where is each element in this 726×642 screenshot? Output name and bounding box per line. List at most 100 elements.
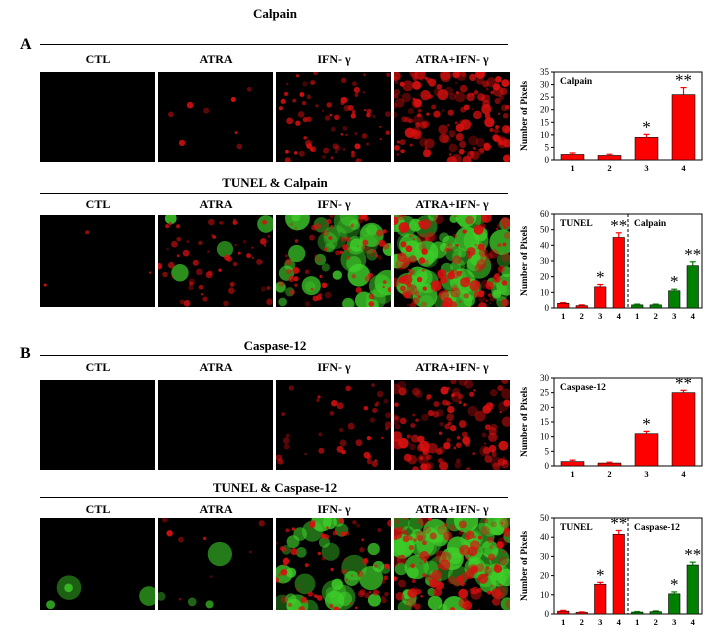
red-cell (85, 230, 90, 235)
red-cell (294, 239, 299, 243)
red-cell (264, 244, 267, 247)
red-cell (281, 581, 285, 585)
red-cell (394, 277, 400, 288)
red-cell (503, 528, 510, 537)
green-cell (337, 591, 353, 607)
red-cell (414, 291, 420, 297)
red-cell (297, 111, 305, 118)
red-cell (448, 143, 458, 152)
red-cell (489, 248, 499, 259)
red-cell (398, 387, 407, 396)
y-tick-label: 5 (545, 446, 550, 456)
red-cell (346, 256, 351, 260)
red-cell (471, 107, 474, 111)
red-cell (417, 233, 428, 243)
red-cell (407, 107, 414, 115)
red-cell (301, 100, 307, 106)
red-cell (402, 535, 410, 543)
red-cell (456, 575, 464, 583)
red-cell (422, 149, 431, 158)
micrograph-texture (167, 86, 252, 150)
green-cell (445, 518, 464, 532)
micrograph-texture (394, 72, 510, 162)
green-cell (439, 232, 450, 243)
red-cell (447, 421, 452, 426)
x-tick-label: 2 (654, 617, 658, 627)
red-cell (394, 103, 398, 109)
green-cell (187, 597, 197, 607)
red-cell (453, 446, 457, 450)
red-cell (436, 83, 443, 90)
y-tick-label: 30 (540, 256, 550, 266)
red-cell (477, 608, 481, 610)
red-cell (351, 274, 357, 279)
micrograph-texture (394, 215, 510, 307)
red-cell (281, 282, 285, 286)
y-tick-label: 30 (540, 373, 550, 383)
red-cell (166, 248, 169, 251)
row-title-caspase-12: Caspase-12 (243, 338, 307, 353)
red-cell (329, 215, 335, 218)
x-tick-label: 1 (635, 617, 639, 627)
y-tick-label: 25 (540, 388, 550, 398)
green-cell (276, 281, 286, 293)
red-cell (420, 219, 431, 230)
red-cell (412, 579, 416, 584)
red-cell (490, 389, 498, 397)
column-header-atra: ATRA (199, 502, 233, 516)
red-cell (148, 271, 152, 274)
red-cell (433, 401, 440, 408)
red-cell (426, 573, 435, 583)
column-header-atra-ifn: ATRA+IFN- γ (415, 52, 489, 66)
red-cell (408, 129, 419, 140)
red-cell (491, 521, 497, 528)
red-cell (394, 72, 401, 82)
significance-mark: * (596, 268, 605, 287)
panel-letter-a: A (20, 36, 32, 53)
red-cell (326, 102, 332, 108)
red-cell (350, 224, 354, 229)
red-cell (472, 535, 477, 539)
group-label: Caspase-12 (560, 383, 606, 393)
red-cell (496, 541, 504, 549)
red-cell (467, 564, 479, 575)
red-cell (419, 550, 430, 561)
red-cell (486, 566, 490, 570)
red-cell (208, 218, 215, 226)
red-cell (461, 431, 468, 438)
red-cell (440, 72, 451, 81)
red-cell (385, 130, 390, 135)
red-cell (381, 578, 386, 584)
red-cell (313, 72, 319, 76)
red-cell (469, 73, 477, 82)
red-cell (499, 95, 504, 101)
red-cell (446, 437, 451, 443)
bar (557, 303, 570, 309)
red-cell (339, 250, 344, 255)
red-cell (401, 92, 412, 103)
red-cell (484, 566, 492, 575)
red-cell (477, 573, 489, 584)
red-cell (295, 120, 301, 126)
red-cell (352, 81, 357, 87)
red-cell (306, 143, 312, 149)
red-cell (289, 289, 295, 296)
red-cell (396, 554, 407, 565)
red-cell (292, 98, 297, 103)
red-cell (503, 231, 510, 240)
red-cell (293, 276, 299, 282)
red-cell (334, 150, 338, 154)
red-cell (455, 72, 461, 77)
red-cell (421, 248, 428, 255)
red-cell (427, 443, 438, 454)
red-cell (437, 89, 449, 101)
red-cell (430, 281, 442, 293)
red-cell (294, 226, 298, 230)
red-cell (481, 432, 487, 438)
red-cell (314, 222, 322, 230)
y-tick-label: 50 (540, 225, 550, 235)
red-cell (469, 280, 481, 292)
micrograph (158, 380, 273, 470)
red-cell (435, 559, 438, 562)
column-header-atra-ifn: ATRA+IFN- γ (415, 197, 489, 211)
